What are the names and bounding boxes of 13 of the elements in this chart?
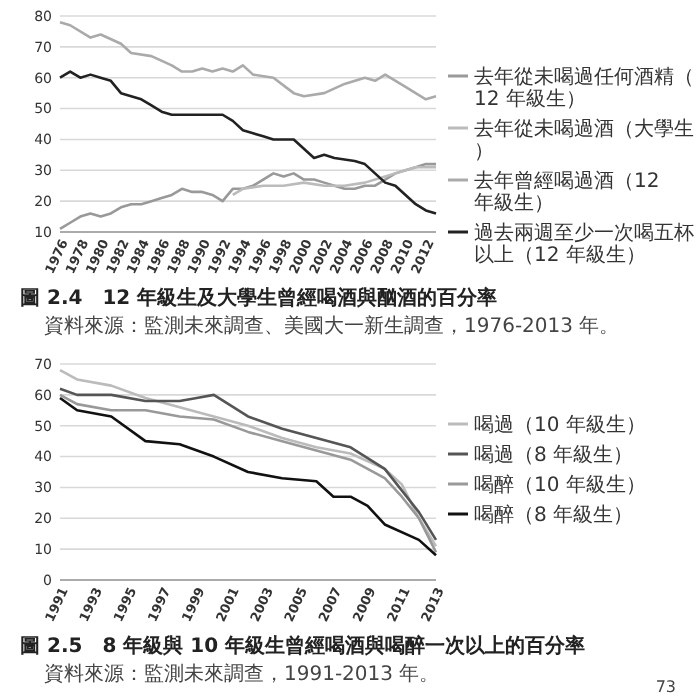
text: 圖 2.4 12 年級生及大學生曾經喝酒與酗酒的百分率 <box>20 286 498 310</box>
text: 圖 2.5 8 年級與 10 年級生曾經喝酒與喝醉一次以上的百分率 <box>20 634 586 658</box>
legend-label: 去年從未喝過任何酒精（12 年級生） <box>474 65 694 111</box>
text: 資料來源：監測未來調查，1991-2013 年。 <box>44 662 440 686</box>
legend-label: 去年曾經喝過酒（12 年級生） <box>474 169 666 215</box>
legend-label: 過去兩週至少一次喝五杯以上（12 年級生） <box>474 221 694 267</box>
legend-label: 去年從未喝過酒（大學生） <box>474 117 694 163</box>
legend-label: 喝過（10 年級生） <box>474 413 646 437</box>
text: 73 <box>655 678 676 696</box>
legend-label: 喝過（8 年級生） <box>474 443 634 467</box>
legend-label: 喝醉（10 年級生） <box>474 473 646 497</box>
text: 資料來源：監測未來調查、美國大一新生調查，1976-2013 年。 <box>44 314 620 338</box>
legend-label: 喝醉（8 年級生） <box>474 503 634 527</box>
